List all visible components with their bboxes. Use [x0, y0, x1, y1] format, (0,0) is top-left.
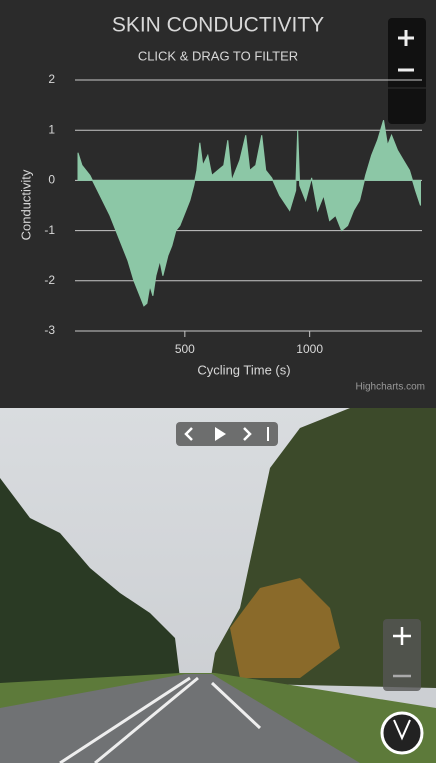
compass[interactable]	[380, 711, 424, 755]
credit: Highcharts.com	[356, 382, 425, 393]
photo-zoom	[383, 619, 421, 691]
photo-zoom-in[interactable]	[393, 627, 411, 645]
road-markings	[59, 676, 262, 763]
nav-panel	[176, 422, 278, 446]
autumn-trees	[230, 578, 340, 678]
x-tick-label: 1000	[296, 342, 323, 356]
chart-subtitle: CLICK & DRAG TO FILTER	[138, 48, 298, 63]
prev-button[interactable]	[184, 427, 193, 441]
y-tick-label: 0	[48, 173, 55, 187]
y-tick-label: -3	[44, 323, 55, 337]
chart-title: SKIN CONDUCTIVITY	[112, 14, 324, 37]
chart-background	[0, 0, 436, 408]
street-view	[0, 408, 436, 763]
y-tick-label: 1	[48, 122, 55, 136]
play-button[interactable]	[215, 427, 226, 441]
next-button[interactable]	[243, 427, 252, 441]
zoom-control	[388, 18, 426, 124]
area	[77, 120, 422, 307]
y-tick-label: -1	[44, 223, 55, 237]
chart: SKIN CONDUCTIVITY CLICK & DRAG TO FILTER…	[0, 0, 436, 408]
x-tick-label: 500	[175, 342, 195, 356]
x-axis-label: Cycling Time (s)	[197, 362, 290, 377]
navigation-bar	[176, 422, 278, 446]
y-axis-label: Conductivity	[18, 169, 33, 240]
y-tick-label: -2	[44, 273, 55, 287]
trees-left	[0, 478, 180, 693]
road	[0, 674, 360, 763]
photo-zoom-panel	[383, 619, 421, 691]
y-tick-label: 2	[48, 72, 55, 86]
zoom-in-button[interactable]	[398, 30, 414, 46]
